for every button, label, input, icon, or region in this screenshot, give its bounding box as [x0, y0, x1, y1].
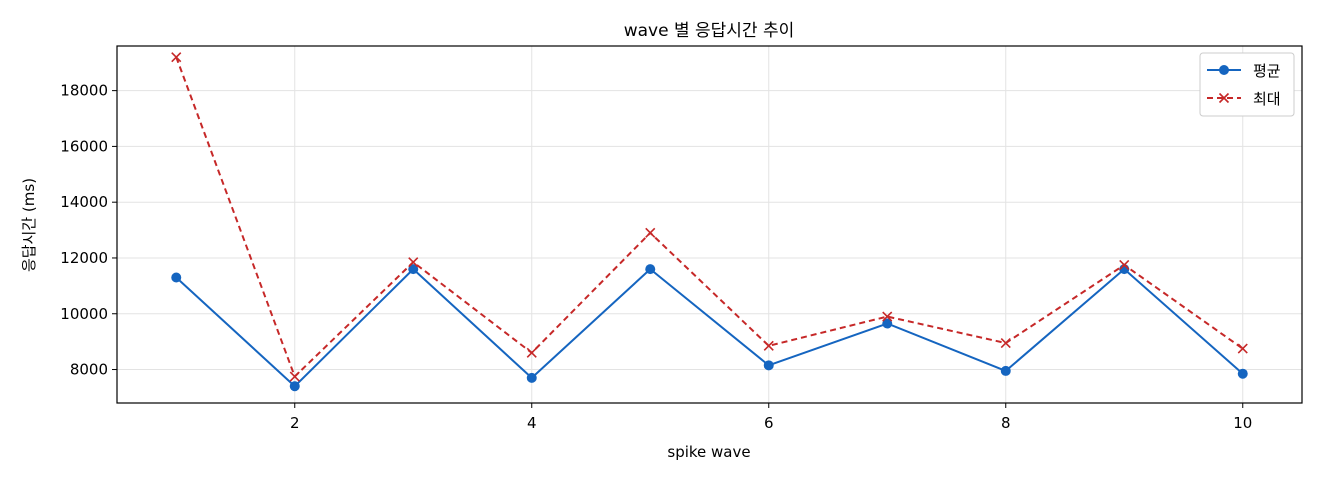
legend-label-max: 최대 [1253, 90, 1281, 108]
y-tick-label: 16000 [60, 137, 108, 155]
data-point-avg [882, 318, 893, 329]
y-axis-ticks: 8000 10000 12000 14000 16000 18000 [60, 82, 117, 379]
x-tick-label: 6 [764, 414, 774, 432]
y-tick-label: 8000 [70, 361, 108, 379]
data-point-max [526, 347, 537, 358]
x-axis-label: spike wave [667, 443, 750, 461]
x-tick-label: 4 [527, 414, 537, 432]
data-point-max [408, 257, 419, 268]
chart-title: wave 별 응답시간 추이 [624, 21, 795, 41]
data-point-avg [171, 272, 182, 283]
data-point-max [289, 371, 300, 382]
y-axis-label: 응답시간 (ms) [20, 178, 38, 272]
data-point-avg [526, 372, 537, 383]
series-layer [171, 52, 1248, 392]
legend-marker-avg [1219, 65, 1229, 75]
x-tick-label: 10 [1233, 414, 1252, 432]
y-tick-label: 12000 [60, 249, 108, 267]
data-point-avg [763, 360, 774, 371]
legend-label-avg: 평균 [1253, 62, 1281, 80]
y-tick-label: 14000 [60, 193, 108, 211]
x-tick-label: 2 [290, 414, 300, 432]
legend: 평균 최대 [1199, 52, 1295, 117]
y-tick-label: 10000 [60, 305, 108, 323]
data-point-avg [1000, 365, 1011, 376]
data-point-avg [408, 264, 419, 275]
data-point-max [763, 340, 774, 351]
data-point-avg [289, 381, 300, 392]
x-axis-ticks: 2 4 6 8 10 [290, 403, 1252, 432]
x-tick-label: 8 [1001, 414, 1011, 432]
plot-frame [116, 45, 1303, 404]
grid [117, 46, 1302, 403]
data-point-max [645, 227, 656, 238]
data-point-avg [1237, 368, 1248, 379]
series-line-1 [175, 268, 1244, 388]
data-point-avg [645, 264, 656, 275]
data-point-max [882, 311, 893, 322]
legend-marker-max [1218, 92, 1230, 104]
series-line-2 [175, 56, 1244, 378]
data-point-max [171, 52, 182, 63]
data-point-max [1000, 337, 1011, 349]
data-point-max [1119, 259, 1130, 271]
y-tick-label: 18000 [60, 82, 108, 100]
data-point-max [1237, 343, 1248, 354]
